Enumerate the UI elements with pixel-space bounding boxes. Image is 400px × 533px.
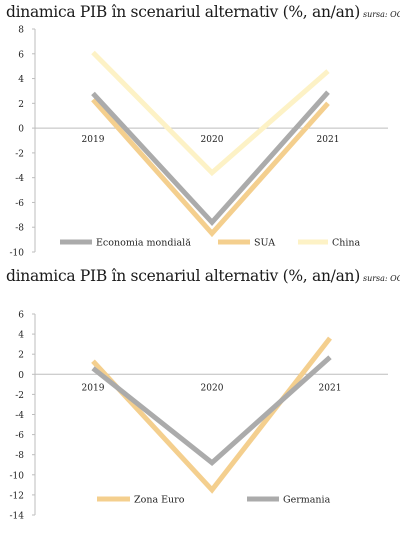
y-tick-label: -10	[10, 471, 25, 481]
series-line	[91, 355, 332, 466]
chart-title-text: dinamica PIB în scenariul alternativ (%,…	[6, 3, 360, 21]
line-chart-1: 8 6 4 2 0 -2 -4 -6 -8 -10 2019 2020 2021 Economia mon…	[10, 26, 388, 259]
series-line	[91, 50, 330, 177]
y-tick-label: -6	[15, 199, 24, 209]
legend-label: SUA	[254, 238, 275, 249]
chart-source: sursa: OCDE	[362, 10, 400, 19]
y-tick-label: 2	[18, 351, 24, 361]
legend-label: China	[332, 238, 361, 249]
series-line	[91, 97, 330, 238]
y-tick-label: 4	[18, 331, 24, 341]
y-tick-label: 6	[18, 50, 24, 60]
y-tick-label: 0	[18, 125, 24, 135]
y-tick-label: 2	[18, 100, 24, 110]
legend-label: Economia mondială	[96, 238, 191, 249]
chart-panel-2: dinamica PIB în scenariul alternativ (%,…	[0, 264, 400, 533]
chart-title-text: dinamica PIB în scenariul alternativ (%,…	[6, 267, 360, 285]
chart-title: dinamica PIB în scenariul alternativ (%,…	[6, 267, 400, 285]
x-tick-label: 2020	[201, 383, 224, 393]
y-tick-label: -10	[10, 249, 25, 259]
y-tick-label: -14	[10, 512, 25, 522]
y-tick-label: -2	[15, 149, 24, 159]
x-tick-label: 2019	[82, 135, 105, 145]
y-tick-label: -2	[15, 391, 24, 401]
series-line	[91, 336, 332, 494]
y-tick-label: 0	[18, 371, 24, 381]
x-tick-label: 2019	[82, 383, 105, 393]
y-tick-label: 8	[18, 26, 24, 36]
y-tick-label: -4	[15, 411, 24, 421]
x-tick-label: 2020	[201, 135, 224, 145]
chart-title: dinamica PIB în scenariul alternativ (%,…	[6, 3, 400, 21]
y-tick-label: -8	[15, 451, 24, 461]
y-tick-label: -8	[15, 224, 24, 234]
legend-label: Zona Euro	[134, 495, 185, 506]
legend-label: Germania	[283, 495, 331, 506]
y-tick-label: 6	[18, 311, 24, 321]
x-tick-label: 2021	[319, 383, 342, 393]
chart-panel-1: dinamica PIB în scenariul alternativ (%,…	[0, 0, 400, 262]
line-chart-2: 6 4 2 0 -2 -4 -6 -8 -10 -12 -14 2019 2020 2021 Zona Eu…	[10, 311, 388, 522]
y-tick-label: -12	[10, 491, 25, 501]
y-tick-label: -4	[15, 174, 24, 184]
y-tick-label: -6	[15, 431, 24, 441]
series-line	[91, 90, 330, 227]
y-tick-label: 4	[18, 75, 24, 85]
x-tick-label: 2021	[317, 135, 340, 145]
chart-source: sursa: OCDE	[362, 274, 400, 283]
